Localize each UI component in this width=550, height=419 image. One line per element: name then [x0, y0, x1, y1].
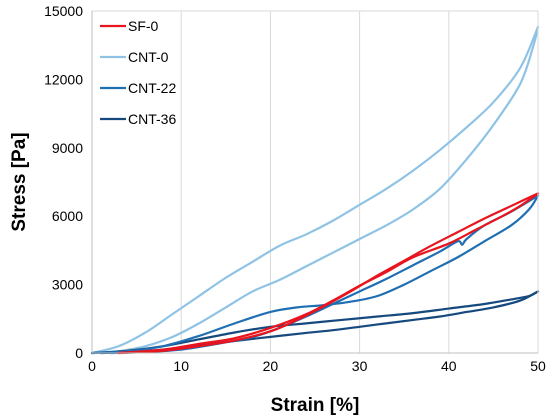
x-tick-label: 30	[352, 358, 368, 374]
x-tick-label: 50	[530, 358, 546, 374]
y-tick-label: 9000	[52, 140, 83, 156]
x-tick-label: 0	[88, 358, 96, 374]
x-tick-label: 20	[263, 358, 279, 374]
series-line-cnt-0-unloading	[99, 25, 540, 355]
x-tick-labels: 0 10 20 30 40 50	[88, 358, 546, 374]
series-line-cnt-22-loading	[90, 194, 540, 355]
series-line-sf-0-unloading	[117, 192, 540, 355]
legend-label-cnt-36: CNT-36	[128, 111, 176, 127]
series-line-cnt-0-loading	[90, 25, 540, 355]
y-tick-label: 15000	[44, 3, 83, 19]
x-tick-label: 40	[441, 358, 457, 374]
legend-label-cnt-0: CNT-0	[128, 49, 169, 65]
y-tick-label: 6000	[52, 208, 83, 224]
x-axis-title: Strain [%]	[271, 395, 360, 416]
legend-label-cnt-22: CNT-22	[128, 80, 176, 96]
y-tick-labels: 0 3000 6000 9000 12000 15000	[44, 3, 83, 361]
y-axis-title: Stress [Pa]	[9, 132, 30, 231]
series-line-cnt-36-loading	[90, 290, 540, 355]
y-tick-label: 0	[75, 345, 83, 361]
legend: SF-0 CNT-0 CNT-22 CNT-36	[100, 18, 176, 127]
y-tick-label: 12000	[44, 71, 83, 87]
legend-label-sf-0: SF-0	[128, 18, 159, 34]
axes-layer	[91, 10, 539, 354]
y-tick-label: 3000	[52, 277, 83, 293]
x-tick-label: 10	[173, 358, 189, 374]
series-layer	[90, 25, 540, 355]
series-line-cnt-22-unloading	[108, 194, 540, 355]
